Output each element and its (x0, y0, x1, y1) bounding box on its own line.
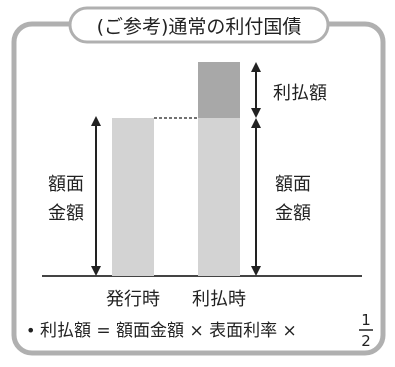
diagram-title: (ご参考)通常の利付国債 (97, 16, 302, 38)
formula-text: 利払額 = 額面金額 × 表面利率 × (40, 321, 297, 341)
bar-label-issue: 発行時 (106, 289, 160, 310)
bar-payment-face-value (198, 118, 240, 276)
bar-payment-interest (198, 62, 240, 118)
formula-denominator: 2 (361, 332, 371, 350)
right-label-line1: 額面 (275, 174, 311, 195)
right-bottom-double-arrow (251, 118, 261, 276)
right-top-double-arrow (251, 62, 261, 118)
right-label-line2: 金額 (275, 203, 311, 224)
formula-bullet: • (26, 321, 35, 340)
bar-label-payment: 利払時 (192, 289, 246, 310)
left-label-line2: 金額 (48, 203, 84, 224)
bar-issue-face-value (112, 118, 154, 276)
formula-numerator: 1 (361, 311, 371, 329)
left-label-line1: 額面 (48, 174, 84, 195)
right-label-interest: 利払額 (273, 83, 327, 104)
title-pill (68, 6, 330, 44)
left-double-arrow (91, 116, 101, 276)
